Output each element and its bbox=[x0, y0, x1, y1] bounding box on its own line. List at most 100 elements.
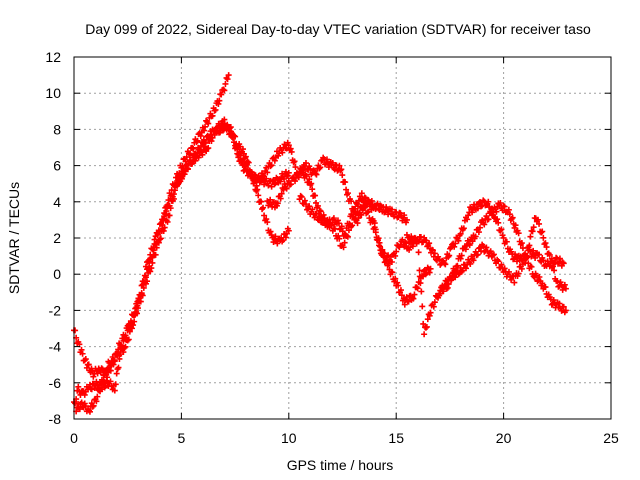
data-point-marker bbox=[115, 364, 122, 371]
data-point-marker bbox=[495, 258, 502, 265]
data-point-marker bbox=[141, 272, 148, 279]
data-point-marker bbox=[375, 235, 382, 242]
data-point-marker bbox=[307, 165, 314, 172]
data-point-marker bbox=[128, 325, 135, 332]
data-point-marker bbox=[271, 157, 278, 164]
data-point-marker bbox=[427, 309, 434, 316]
data-point-marker bbox=[455, 271, 462, 278]
data-point-marker bbox=[493, 208, 500, 215]
data-point-marker bbox=[391, 278, 398, 285]
data-point-marker bbox=[240, 155, 247, 162]
data-point-marker bbox=[441, 260, 448, 267]
data-point-marker bbox=[490, 209, 497, 216]
data-point-marker bbox=[109, 353, 116, 360]
data-point-marker bbox=[410, 295, 417, 302]
data-point-marker bbox=[536, 220, 543, 227]
data-point-marker bbox=[98, 365, 105, 372]
data-point-marker bbox=[162, 211, 169, 218]
data-point-marker bbox=[155, 239, 162, 246]
data-point-marker bbox=[316, 207, 323, 214]
data-point-marker bbox=[430, 303, 437, 310]
data-point-marker bbox=[120, 349, 127, 356]
data-point-marker bbox=[352, 216, 359, 223]
data-point-marker bbox=[527, 233, 534, 240]
data-point-marker bbox=[267, 163, 274, 170]
data-point-marker bbox=[314, 202, 321, 209]
data-point-marker bbox=[392, 252, 399, 259]
data-point-marker bbox=[358, 190, 365, 197]
data-point-marker bbox=[179, 171, 186, 178]
data-point-marker bbox=[181, 168, 188, 175]
data-point-marker bbox=[189, 159, 196, 166]
data-point-marker bbox=[237, 152, 244, 159]
y-tick-label: -2 bbox=[49, 302, 62, 318]
data-point-marker bbox=[221, 87, 228, 94]
y-tick-label: 4 bbox=[53, 194, 61, 210]
data-point-marker bbox=[285, 142, 292, 149]
data-point-marker bbox=[530, 224, 537, 231]
data-point-marker bbox=[415, 249, 422, 256]
data-point-marker bbox=[313, 171, 320, 178]
data-point-marker bbox=[340, 244, 347, 251]
data-point-marker bbox=[401, 301, 408, 308]
data-point-marker bbox=[194, 137, 201, 144]
data-point-marker bbox=[553, 254, 560, 261]
data-point-marker bbox=[359, 207, 366, 214]
data-point-marker bbox=[475, 229, 482, 236]
data-point-marker bbox=[403, 216, 410, 223]
data-point-marker bbox=[268, 162, 275, 169]
data-point-marker bbox=[197, 132, 204, 139]
data-point-marker bbox=[205, 145, 212, 152]
data-point-marker bbox=[271, 181, 278, 188]
data-point-marker bbox=[117, 351, 124, 358]
data-point-marker bbox=[512, 251, 519, 258]
y-tick-label: 8 bbox=[53, 121, 61, 137]
data-point-marker bbox=[454, 267, 461, 274]
data-point-marker bbox=[401, 212, 408, 219]
data-point-marker bbox=[485, 216, 492, 223]
data-point-marker bbox=[395, 282, 402, 289]
data-point-marker bbox=[299, 166, 306, 173]
data-point-marker bbox=[282, 168, 289, 175]
data-point-marker bbox=[93, 378, 100, 385]
data-point-marker bbox=[278, 190, 285, 197]
data-point-marker bbox=[406, 238, 413, 245]
x-tick-label: 10 bbox=[281, 430, 297, 446]
data-point-marker bbox=[253, 182, 260, 189]
data-point-marker bbox=[508, 276, 515, 283]
data-point-marker bbox=[481, 221, 488, 228]
data-point-marker bbox=[86, 408, 93, 415]
data-point-marker bbox=[369, 218, 376, 225]
data-point-marker bbox=[285, 227, 292, 234]
data-point-marker bbox=[323, 156, 330, 163]
data-point-marker bbox=[248, 168, 255, 175]
data-point-marker bbox=[72, 327, 79, 334]
data-point-marker bbox=[483, 244, 490, 251]
data-point-marker bbox=[219, 127, 226, 134]
data-point-marker bbox=[470, 257, 477, 264]
data-point-marker bbox=[303, 173, 310, 180]
data-point-marker bbox=[281, 175, 288, 182]
data-point-marker bbox=[185, 150, 192, 157]
data-point-marker bbox=[279, 149, 286, 156]
x-tick-label: 0 bbox=[70, 430, 78, 446]
data-point-marker bbox=[306, 203, 313, 210]
data-point-marker bbox=[100, 377, 107, 384]
data-point-marker bbox=[193, 153, 200, 160]
data-point-marker bbox=[317, 208, 324, 215]
data-point-marker bbox=[335, 220, 342, 227]
data-point-marker bbox=[265, 182, 272, 189]
data-point-marker bbox=[341, 239, 348, 246]
data-point-marker bbox=[166, 212, 173, 219]
data-point-marker bbox=[487, 248, 494, 255]
data-point-marker bbox=[236, 148, 243, 155]
data-point-marker bbox=[222, 80, 229, 87]
data-point-marker bbox=[125, 336, 132, 343]
data-point-marker bbox=[139, 292, 146, 299]
data-point-marker bbox=[257, 175, 264, 182]
data-point-marker bbox=[540, 234, 547, 241]
data-point-marker bbox=[557, 279, 564, 286]
data-point-marker bbox=[298, 167, 305, 174]
series-track bbox=[436, 215, 569, 297]
data-point-marker bbox=[94, 393, 101, 400]
